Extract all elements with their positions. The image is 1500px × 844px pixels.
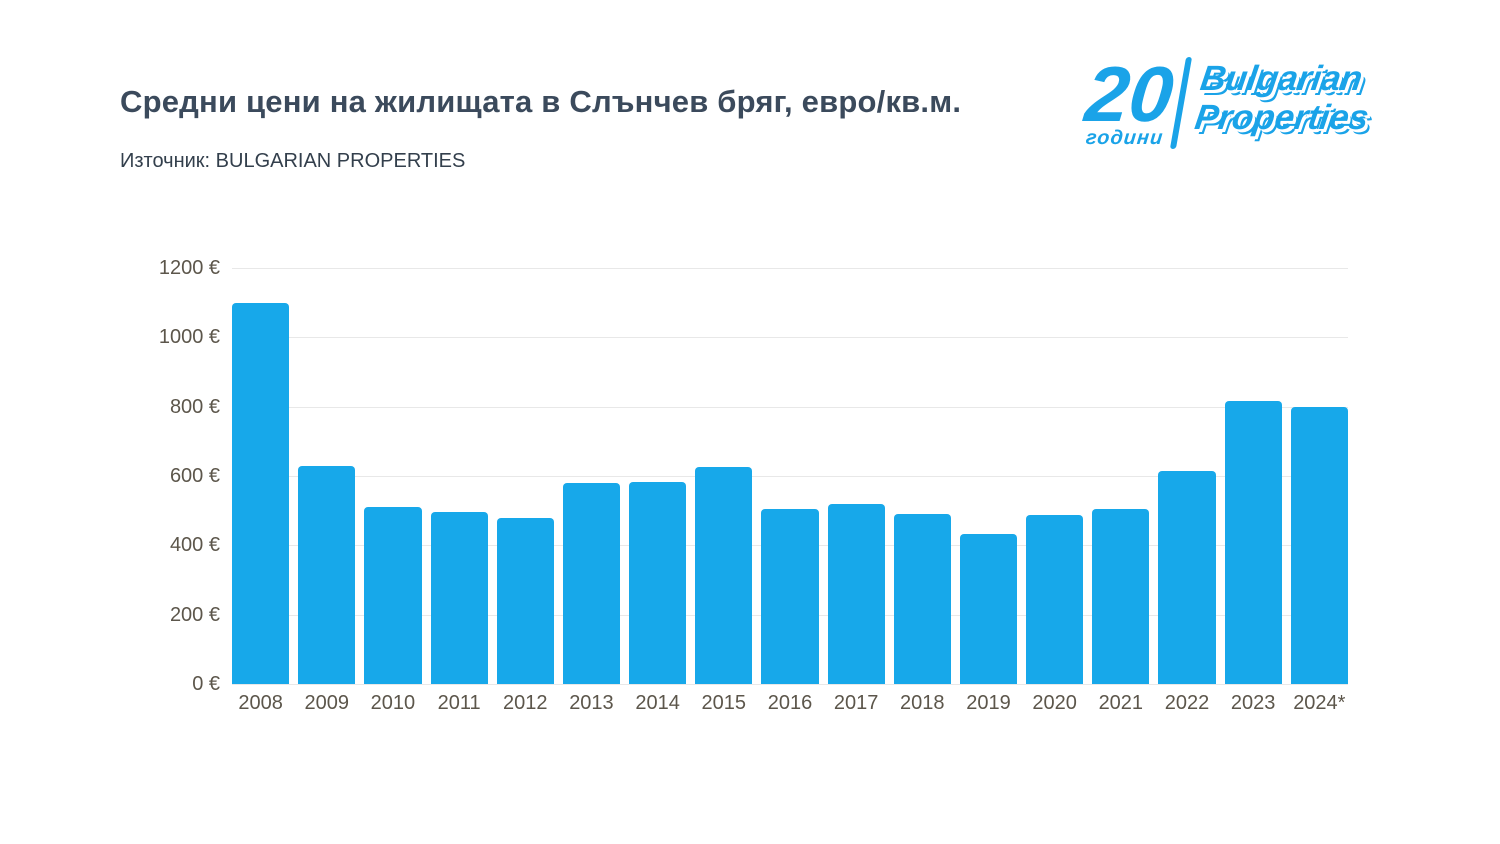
bar-2014 bbox=[629, 482, 687, 684]
bar-column: 2009 bbox=[298, 268, 356, 714]
logo-brand-text: Bulgarian Properties bbox=[1193, 59, 1377, 137]
bar-column: 2019 bbox=[959, 268, 1018, 714]
gridline bbox=[232, 476, 1348, 477]
bar-2024* bbox=[1290, 406, 1348, 684]
y-axis-tick-label: 1200 € bbox=[158, 257, 220, 279]
bar-2012 bbox=[496, 518, 554, 684]
bar-column: 2020 bbox=[1026, 268, 1084, 714]
bar-2015 bbox=[695, 467, 753, 684]
x-axis-tick-label: 2013 bbox=[569, 692, 614, 714]
bar-column: 2011 bbox=[430, 268, 488, 714]
bar-2021 bbox=[1092, 508, 1150, 684]
x-axis-tick-label: 2018 bbox=[900, 692, 945, 714]
x-axis-tick-label: 2014 bbox=[635, 692, 680, 714]
bar-column: 2024* bbox=[1290, 268, 1348, 714]
gridline bbox=[232, 684, 1348, 685]
source-label: Източник: BULGARIAN PROPERTIES bbox=[120, 150, 466, 172]
bar-column: 2015 bbox=[695, 268, 753, 714]
bar-2013 bbox=[562, 482, 621, 684]
gridline bbox=[232, 406, 1348, 408]
x-axis-tick-label: 2020 bbox=[1032, 692, 1077, 714]
bar-column: 2010 bbox=[364, 268, 422, 714]
page-title: Средни цени на жилищата в Слънчев бряг, … bbox=[120, 84, 962, 119]
y-axis-tick-label: 0 € bbox=[192, 673, 220, 695]
y-axis-tick-label: 400 € bbox=[169, 534, 220, 557]
x-axis-tick-label: 2017 bbox=[833, 692, 879, 714]
gridline bbox=[232, 268, 1348, 269]
bar-2008 bbox=[232, 302, 290, 684]
x-axis-tick-label: 2009 bbox=[304, 692, 350, 714]
x-axis-tick-label: 2015 bbox=[701, 692, 747, 714]
bar-column: 2014 bbox=[629, 268, 687, 714]
bar-column: 2022 bbox=[1158, 268, 1216, 714]
bulgarian-properties-logo: 20 години Bulgarian Properties bbox=[1080, 50, 1420, 155]
x-axis-tick-label: 2019 bbox=[966, 692, 1011, 714]
bar-2011 bbox=[430, 512, 488, 684]
x-axis-tick-label: 2023 bbox=[1230, 692, 1276, 714]
bar-2023 bbox=[1224, 401, 1282, 684]
bar-chart: 0 €200 €400 €600 €800 €1000 €1200 €2008 2… bbox=[159, 257, 1348, 714]
x-axis-tick-label: 2024* bbox=[1293, 692, 1346, 714]
bar-2018 bbox=[893, 514, 951, 684]
x-axis-tick-label: 2008 bbox=[238, 692, 283, 714]
bar-column: 2008 bbox=[232, 268, 290, 714]
x-axis-tick-label: 2022 bbox=[1164, 692, 1210, 714]
bar-2017 bbox=[827, 503, 885, 684]
bar-column: 2018 bbox=[893, 268, 951, 714]
bar-column: 2023 bbox=[1224, 268, 1282, 714]
x-axis-tick-label: 2016 bbox=[767, 692, 813, 714]
bar-column: 2017 bbox=[827, 268, 885, 714]
x-axis-tick-label: 2012 bbox=[503, 692, 548, 714]
x-axis-tick-label: 2021 bbox=[1098, 692, 1144, 714]
y-axis-tick-label: 800 € bbox=[169, 395, 220, 418]
bar-2019 bbox=[959, 533, 1018, 684]
bar-2009 bbox=[298, 465, 356, 684]
logo-brand-line2: Properties bbox=[1192, 98, 1372, 137]
bar-2022 bbox=[1158, 470, 1216, 684]
bars-container: 2008 2009 2010 2011 2012 2013 2014 2015 2016 2017… bbox=[232, 268, 1348, 714]
bar-column: 2021 bbox=[1092, 268, 1150, 714]
x-axis-tick-label: 2011 bbox=[437, 692, 481, 714]
y-axis-tick-label: 600 € bbox=[169, 465, 220, 487]
bar-column: 2012 bbox=[496, 268, 554, 714]
bar-2016 bbox=[761, 508, 819, 684]
bar-2020 bbox=[1026, 514, 1084, 684]
y-axis-tick-label: 200 € bbox=[169, 603, 220, 626]
logo-brand-line1: Bulgarian bbox=[1198, 59, 1365, 98]
bar-column: 2016 bbox=[761, 268, 819, 714]
logo-years-label: години bbox=[1084, 127, 1165, 149]
gridline bbox=[232, 337, 1348, 339]
x-axis-tick-label: 2010 bbox=[370, 692, 416, 714]
bar-column: 2013 bbox=[562, 268, 621, 714]
bar-2010 bbox=[364, 507, 422, 684]
y-axis-tick-label: 1000 € bbox=[158, 326, 220, 349]
